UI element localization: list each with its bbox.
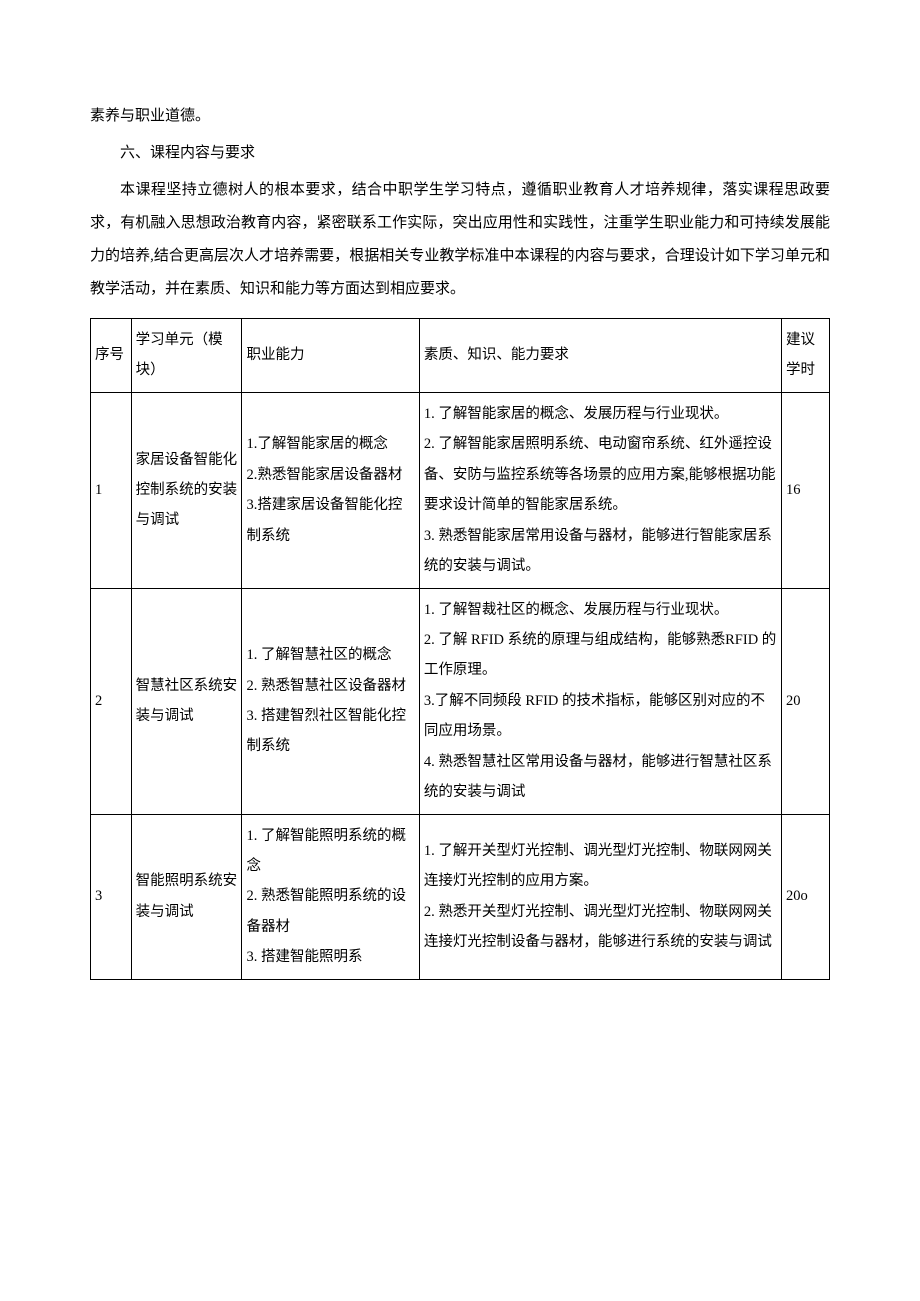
header-seq: 序号: [91, 319, 132, 393]
header-ability: 职业能力: [242, 319, 419, 393]
cell-ability: 1. 了解智能照明系统的概念 2. 熟悉智能照明系统的设备器材 3. 搭建智能照…: [242, 814, 419, 979]
header-unit: 学习单元（模块）: [131, 319, 242, 393]
cell-hours: 20o: [781, 814, 829, 979]
cell-seq: 3: [91, 814, 132, 979]
cell-requirement: 1. 了解开关型灯光控制、调光型灯光控制、物联网网关连接灯光控制的应用方案。 2…: [419, 814, 781, 979]
cell-requirement: 1. 了解智裁社区的概念、发展历程与行业现状。 2. 了解 RFID 系统的原理…: [419, 588, 781, 814]
table-row: 1 家居设备智能化控制系统的安装与调试 1.了解智能家居的概念 2.熟悉智能家居…: [91, 392, 830, 588]
cell-unit: 家居设备智能化控制系统的安装与调试: [131, 392, 242, 588]
cell-ability: 1. 了解智慧社区的概念 2. 熟悉智慧社区设备器材 3. 搭建智烈社区智能化控…: [242, 588, 419, 814]
curriculum-table: 序号 学习单元（模块） 职业能力 素质、知识、能力要求 建议学时 1 家居设备智…: [90, 318, 830, 980]
cell-unit: 智能照明系统安装与调试: [131, 814, 242, 979]
header-hours: 建议学时: [781, 319, 829, 393]
cell-hours: 16: [781, 392, 829, 588]
intro-line1: 素养与职业道德。: [90, 100, 830, 133]
intro-paragraph: 本课程坚持立德树人的根本要求，结合中职学生学习特点，遵循职业教育人才培养规律，落…: [90, 174, 830, 306]
cell-hours: 20: [781, 588, 829, 814]
section-title: 六、课程内容与要求: [90, 137, 830, 170]
cell-ability: 1.了解智能家居的概念 2.熟悉智能家居设备器材 3.搭建家居设备智能化控制系统: [242, 392, 419, 588]
cell-requirement: 1. 了解智能家居的概念、发展历程与行业现状。 2. 了解智能家居照明系统、电动…: [419, 392, 781, 588]
cell-seq: 1: [91, 392, 132, 588]
table-header-row: 序号 学习单元（模块） 职业能力 素质、知识、能力要求 建议学时: [91, 319, 830, 393]
cell-unit: 智慧社区系统安装与调试: [131, 588, 242, 814]
cell-seq: 2: [91, 588, 132, 814]
table-row: 3 智能照明系统安装与调试 1. 了解智能照明系统的概念 2. 熟悉智能照明系统…: [91, 814, 830, 979]
table-row: 2 智慧社区系统安装与调试 1. 了解智慧社区的概念 2. 熟悉智慧社区设备器材…: [91, 588, 830, 814]
header-requirement: 素质、知识、能力要求: [419, 319, 781, 393]
